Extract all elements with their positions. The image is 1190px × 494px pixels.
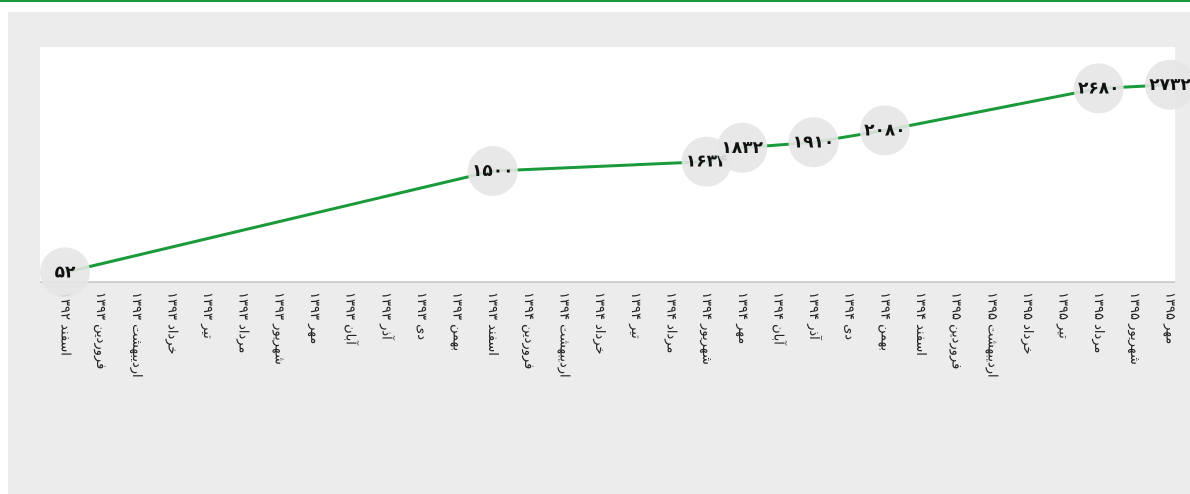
point-bubble	[717, 122, 768, 173]
x-tick-label: اردیبهشت ۱۳۹۴	[557, 292, 572, 378]
x-tick-label: مرداد ۱۳۹۵	[1091, 292, 1106, 353]
x-tick-label: مهر ۱۳۹۵	[1163, 292, 1178, 344]
x-tick-label: مهر ۱۳۹۳	[307, 292, 322, 344]
point-bubble	[467, 146, 518, 196]
x-tick-label: آذر ۱۳۹۳	[378, 292, 395, 341]
x-tick-label: آبان ۱۳۹۴	[770, 292, 787, 346]
x-tick-label: شهریور ۱۳۹۴	[699, 292, 714, 365]
value-label: ۱۹۱۰	[793, 132, 835, 152]
x-tick-label: خرداد ۱۳۹۳	[164, 292, 179, 354]
point-bubble	[1145, 59, 1190, 110]
value-label: ۲۶۸۰	[1078, 78, 1120, 98]
top-border	[0, 0, 1190, 2]
value-label: ۱۵۰۰	[472, 161, 514, 181]
point-bubble	[1073, 63, 1124, 114]
value-label: ۲۰۸۰	[864, 120, 906, 140]
x-tick-label: اسفند ۱۳۹۴	[913, 292, 928, 356]
x-tick-label: آبان ۱۳۹۳	[343, 292, 360, 346]
x-tick-label: اسفند ۱۳۹۳	[485, 292, 500, 356]
value-label: ۱۶۳۴	[686, 152, 728, 172]
x-tick-label: مرداد ۱۳۹۳	[236, 292, 251, 353]
x-tick-label: تیر ۱۳۹۴	[628, 292, 643, 339]
point-bubble	[859, 105, 910, 156]
x-tick-label: تیر ۱۳۹۳	[200, 292, 215, 339]
x-tick-label: مرداد ۱۳۹۴	[663, 292, 678, 353]
x-tick-label: تیر ۱۳۹۵	[1056, 292, 1071, 339]
x-tick-label: خرداد ۱۳۹۵	[1020, 292, 1035, 354]
x-tick-label: شهریور ۱۳۹۵	[1127, 292, 1142, 365]
x-tick-label: اسفند ۱۳۹۲	[58, 292, 73, 356]
x-tick-label: دی ۱۳۹۴	[842, 292, 857, 340]
x-tick-label: فروردین ۱۳۹۳	[93, 292, 108, 369]
x-tick-label: خرداد ۱۳۹۴	[592, 292, 607, 354]
value-label: ۱۸۳۲	[722, 138, 764, 158]
x-tick-label: اردیبهشت ۱۳۹۳	[129, 292, 144, 378]
line	[64, 83, 1171, 274]
point-bubble	[788, 117, 839, 168]
x-tick-label: دی ۱۳۹۳	[414, 292, 429, 340]
x-tick-label: فروردین ۱۳۹۵	[949, 292, 964, 369]
value-label: ۲۷۳۲	[1149, 75, 1190, 95]
x-tick-label: شهریور ۱۳۹۳	[271, 292, 286, 365]
point-bubble	[40, 247, 90, 298]
value-label: ۵۲	[55, 262, 76, 282]
x-tick-label: آذر ۱۳۹۴	[806, 292, 823, 341]
x-tick-label: فروردین ۱۳۹۴	[521, 292, 536, 369]
x-tick-label: مهر ۱۳۹۴	[735, 292, 750, 344]
x-tick-label: اردیبهشت ۱۳۹۵	[984, 292, 999, 378]
x-tick-label: بهمن ۱۳۹۳	[450, 292, 465, 351]
x-tick-label: بهمن ۱۳۹۴	[877, 292, 892, 351]
